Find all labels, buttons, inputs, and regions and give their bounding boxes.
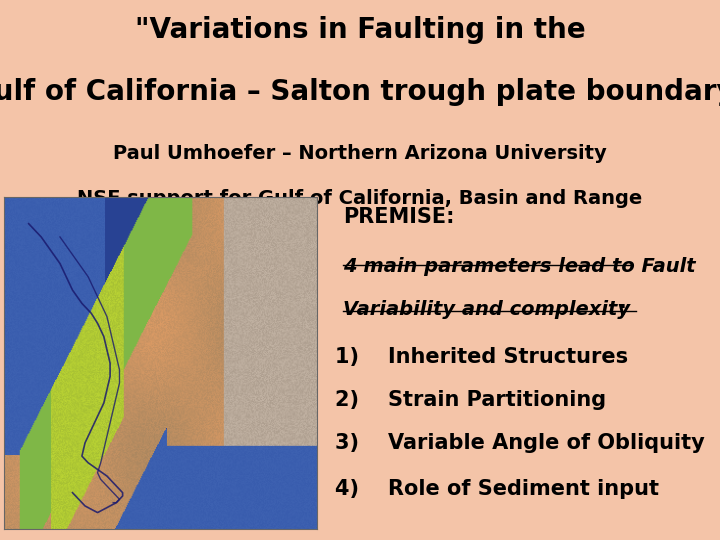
Text: "Variations in Faulting in the: "Variations in Faulting in the <box>135 16 585 44</box>
Text: 1)    Inherited Structures: 1) Inherited Structures <box>336 347 629 367</box>
Text: 3)    Variable Angle of Obliquity: 3) Variable Angle of Obliquity <box>336 433 705 453</box>
Text: 4)    Role of Sediment input: 4) Role of Sediment input <box>336 480 660 500</box>
Text: NSF support for Gulf of California, Basin and Range: NSF support for Gulf of California, Basi… <box>77 189 643 208</box>
Text: PREMISE:: PREMISE: <box>343 207 454 227</box>
Text: Paul Umhoefer – Northern Arizona University: Paul Umhoefer – Northern Arizona Univers… <box>113 144 607 163</box>
Text: Variability and complexity: Variability and complexity <box>343 300 630 319</box>
Text: :: : <box>618 300 626 319</box>
Text: 4 main parameters lead to Fault: 4 main parameters lead to Fault <box>343 257 696 276</box>
Text: 2)    Strain Partitioning: 2) Strain Partitioning <box>336 390 606 410</box>
Text: Gulf of California – Salton trough plate boundary": Gulf of California – Salton trough plate… <box>0 78 720 106</box>
